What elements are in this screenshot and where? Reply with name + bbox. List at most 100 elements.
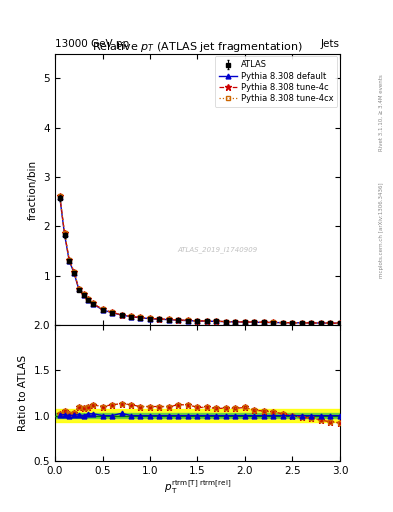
Pythia 8.308 default (57, 194, 62, 200)
Title: Relative $p_{T}$ (ATLAS jet fragmentation): Relative $p_{T}$ (ATLAS jet fragmentatio… (92, 39, 303, 54)
Text: mcplots.cern.ch [arXiv:1306.3436]: mcplots.cern.ch [arXiv:1306.3436] (379, 183, 384, 278)
Pythia 8.308 tune-4c (319, 320, 323, 326)
Pythia 8.308 default (167, 316, 171, 323)
Pythia 8.308 default (233, 319, 238, 325)
Pythia 8.308 tune-4cx (57, 193, 62, 199)
Pythia 8.308 default (290, 319, 295, 326)
Pythia 8.308 default (338, 320, 342, 326)
Pythia 8.308 tune-4c (100, 306, 105, 312)
Bar (55, 413, 340, 418)
Pythia 8.308 tune-4cx (62, 230, 67, 236)
Pythia 8.308 tune-4c (57, 193, 62, 199)
Pythia 8.308 default (185, 317, 190, 324)
Pythia 8.308 tune-4c (148, 315, 152, 322)
Pythia 8.308 default (67, 258, 72, 264)
Bar (55, 409, 340, 422)
Pythia 8.308 default (76, 286, 81, 292)
Pythia 8.308 tune-4cx (119, 312, 124, 318)
Pythia 8.308 default (100, 307, 105, 313)
X-axis label: $p_{\,\mathregular{T}}^{\mathregular{rtrm[T]}\;\mathregular{rtrm[rel]}}$: $p_{\,\mathregular{T}}^{\mathregular{rtr… (164, 478, 231, 496)
Pythia 8.308 tune-4c (110, 309, 114, 315)
Pythia 8.308 default (205, 318, 209, 324)
Pythia 8.308 default (86, 297, 91, 303)
Pythia 8.308 default (129, 314, 133, 320)
Pythia 8.308 tune-4cx (338, 320, 342, 326)
Pythia 8.308 default (328, 320, 333, 326)
Pythia 8.308 default (72, 270, 76, 276)
Pythia 8.308 default (319, 320, 323, 326)
Pythia 8.308 default (119, 312, 124, 318)
Pythia 8.308 tune-4c (281, 319, 285, 326)
Pythia 8.308 tune-4c (157, 316, 162, 322)
Pythia 8.308 tune-4cx (262, 319, 266, 326)
Pythia 8.308 tune-4cx (167, 316, 171, 323)
Pythia 8.308 default (195, 318, 200, 324)
Text: Rivet 3.1.10, ≥ 3.4M events: Rivet 3.1.10, ≥ 3.4M events (379, 74, 384, 151)
Pythia 8.308 tune-4cx (157, 316, 162, 322)
Pythia 8.308 default (299, 320, 304, 326)
Pythia 8.308 tune-4c (338, 320, 342, 326)
Pythia 8.308 default (262, 319, 266, 326)
Pythia 8.308 tune-4cx (224, 318, 228, 325)
Pythia 8.308 default (281, 319, 285, 326)
Pythia 8.308 tune-4c (176, 317, 181, 323)
Pythia 8.308 tune-4c (167, 316, 171, 323)
Pythia 8.308 tune-4cx (185, 317, 190, 324)
Pythia 8.308 tune-4cx (81, 291, 86, 297)
Pythia 8.308 tune-4c (224, 318, 228, 325)
Pythia 8.308 tune-4cx (233, 318, 238, 325)
Pythia 8.308 tune-4c (67, 257, 72, 263)
Pythia 8.308 default (157, 316, 162, 322)
Pythia 8.308 tune-4c (62, 230, 67, 236)
Legend: ATLAS, Pythia 8.308 default, Pythia 8.308 tune-4c, Pythia 8.308 tune-4cx: ATLAS, Pythia 8.308 default, Pythia 8.30… (215, 56, 338, 107)
Pythia 8.308 tune-4c (205, 318, 209, 324)
Pythia 8.308 tune-4c (119, 312, 124, 318)
Pythia 8.308 tune-4c (81, 291, 86, 297)
Pythia 8.308 tune-4c (290, 319, 295, 326)
Pythia 8.308 tune-4c (299, 320, 304, 326)
Line: Pythia 8.308 tune-4cx: Pythia 8.308 tune-4cx (57, 194, 342, 326)
Pythia 8.308 tune-4c (138, 314, 143, 321)
Pythia 8.308 tune-4c (309, 320, 314, 326)
Pythia 8.308 tune-4cx (242, 319, 247, 325)
Pythia 8.308 tune-4cx (195, 318, 200, 324)
Pythia 8.308 tune-4cx (110, 309, 114, 315)
Pythia 8.308 default (309, 320, 314, 326)
Pythia 8.308 tune-4c (242, 319, 247, 325)
Pythia 8.308 default (81, 291, 86, 297)
Pythia 8.308 tune-4cx (91, 301, 95, 307)
Pythia 8.308 default (62, 231, 67, 238)
Pythia 8.308 tune-4cx (129, 313, 133, 319)
Pythia 8.308 tune-4cx (299, 320, 304, 326)
Pythia 8.308 tune-4cx (176, 317, 181, 323)
Pythia 8.308 default (242, 319, 247, 325)
Pythia 8.308 tune-4cx (252, 319, 257, 325)
Pythia 8.308 tune-4cx (214, 318, 219, 324)
Pythia 8.308 tune-4cx (138, 314, 143, 321)
Pythia 8.308 tune-4cx (67, 257, 72, 263)
Pythia 8.308 tune-4cx (100, 306, 105, 312)
Pythia 8.308 default (271, 319, 276, 326)
Text: ATLAS_2019_I1740909: ATLAS_2019_I1740909 (177, 246, 257, 252)
Pythia 8.308 default (91, 301, 95, 307)
Text: 13000 GeV pp: 13000 GeV pp (55, 38, 129, 49)
Y-axis label: Ratio to ATLAS: Ratio to ATLAS (18, 355, 28, 431)
Pythia 8.308 default (224, 318, 228, 325)
Text: Jets: Jets (321, 38, 340, 49)
Y-axis label: fraction/bin: fraction/bin (28, 159, 38, 220)
Pythia 8.308 default (252, 319, 257, 325)
Pythia 8.308 tune-4c (262, 319, 266, 326)
Pythia 8.308 tune-4cx (309, 320, 314, 326)
Pythia 8.308 tune-4cx (319, 320, 323, 326)
Line: Pythia 8.308 tune-4c: Pythia 8.308 tune-4c (57, 193, 343, 326)
Pythia 8.308 tune-4cx (76, 286, 81, 292)
Pythia 8.308 tune-4cx (72, 269, 76, 275)
Pythia 8.308 tune-4c (214, 318, 219, 324)
Pythia 8.308 tune-4c (86, 296, 91, 303)
Pythia 8.308 tune-4c (185, 317, 190, 324)
Pythia 8.308 tune-4c (91, 301, 95, 307)
Pythia 8.308 tune-4cx (271, 319, 276, 326)
Pythia 8.308 tune-4c (252, 319, 257, 325)
Pythia 8.308 default (214, 318, 219, 325)
Pythia 8.308 tune-4c (195, 318, 200, 324)
